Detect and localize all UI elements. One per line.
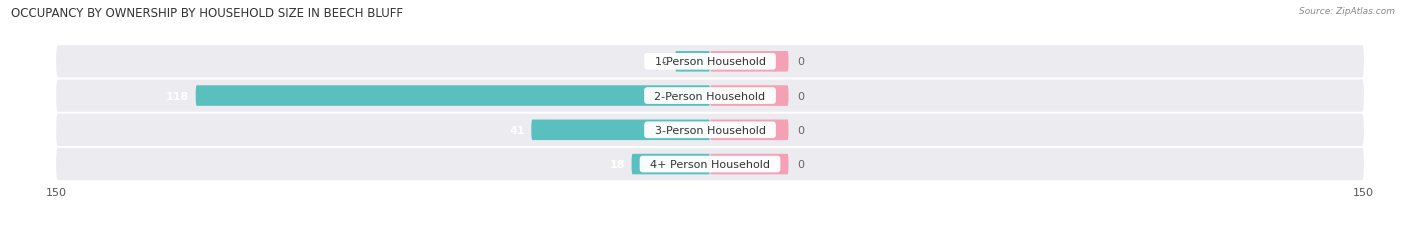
Text: 118: 118 bbox=[166, 91, 190, 101]
FancyBboxPatch shape bbox=[195, 86, 710, 106]
FancyBboxPatch shape bbox=[710, 86, 789, 106]
Text: 2-Person Household: 2-Person Household bbox=[648, 91, 772, 101]
FancyBboxPatch shape bbox=[631, 154, 710, 175]
Text: 0: 0 bbox=[797, 91, 804, 101]
FancyBboxPatch shape bbox=[710, 154, 789, 175]
FancyBboxPatch shape bbox=[56, 148, 1364, 180]
FancyBboxPatch shape bbox=[710, 52, 789, 72]
FancyBboxPatch shape bbox=[710, 120, 789, 140]
Text: 41: 41 bbox=[509, 125, 524, 135]
FancyBboxPatch shape bbox=[675, 52, 710, 72]
FancyBboxPatch shape bbox=[56, 46, 1364, 78]
Text: Source: ZipAtlas.com: Source: ZipAtlas.com bbox=[1299, 7, 1395, 16]
FancyBboxPatch shape bbox=[56, 114, 1364, 146]
Text: OCCUPANCY BY OWNERSHIP BY HOUSEHOLD SIZE IN BEECH BLUFF: OCCUPANCY BY OWNERSHIP BY HOUSEHOLD SIZE… bbox=[11, 7, 404, 20]
Text: 0: 0 bbox=[797, 159, 804, 169]
Text: 0: 0 bbox=[797, 125, 804, 135]
FancyBboxPatch shape bbox=[56, 80, 1364, 112]
Text: 3-Person Household: 3-Person Household bbox=[648, 125, 772, 135]
FancyBboxPatch shape bbox=[531, 120, 710, 140]
Text: 1-Person Household: 1-Person Household bbox=[648, 57, 772, 67]
Text: 0: 0 bbox=[797, 57, 804, 67]
Text: 4+ Person Household: 4+ Person Household bbox=[643, 159, 778, 169]
Text: 0: 0 bbox=[662, 57, 669, 67]
Text: 18: 18 bbox=[610, 159, 626, 169]
